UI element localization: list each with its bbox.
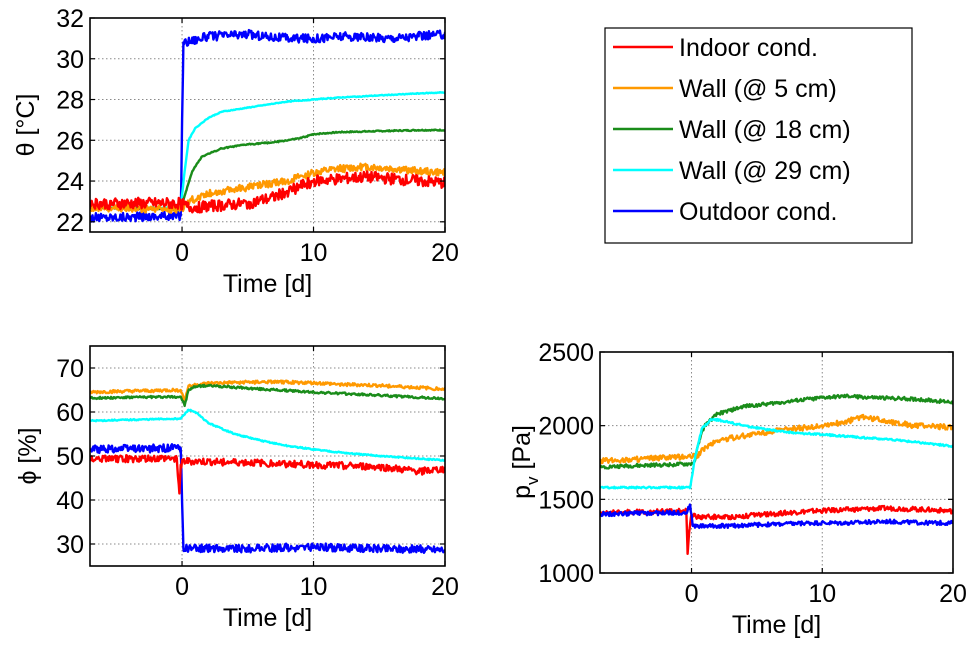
y-tick-label: 26 bbox=[56, 127, 84, 155]
legend-label-wall5: Wall (@ 5 cm) bbox=[679, 75, 837, 103]
y-tick-label: 22 bbox=[56, 209, 84, 237]
x-tick-label: 10 bbox=[808, 580, 836, 608]
x-tick-label: 20 bbox=[939, 580, 967, 608]
y-tick-label: 40 bbox=[56, 487, 84, 515]
y-tick-label: 2500 bbox=[538, 339, 594, 367]
series-line-wall5 bbox=[90, 379, 445, 403]
series-line-wall5 bbox=[90, 162, 445, 214]
relative-humidity-plot: 0 10 20 30 40 50 60 70 Time [d] ϕ [%] bbox=[14, 345, 459, 632]
y-tick-label: 30 bbox=[56, 531, 84, 559]
legend-label-indoor: Indoor cond. bbox=[679, 34, 818, 62]
axes-box bbox=[89, 17, 446, 233]
series-line-wall29 bbox=[600, 417, 953, 490]
temperature-plot: 0 10 20 22 24 26 28 30 32 Time [d] θ [°C] bbox=[12, 5, 459, 298]
series-line-outdoor bbox=[600, 503, 953, 529]
legend: Indoor cond. Wall (@ 5 cm) Wall (@ 18 cm) W… bbox=[604, 27, 913, 244]
series-line-wall29 bbox=[90, 91, 445, 210]
y-tick-label: 1500 bbox=[538, 486, 594, 514]
y-axis-label: ϕ [%] bbox=[14, 427, 42, 484]
series-line-indoor bbox=[90, 454, 445, 495]
series-group bbox=[90, 28, 445, 223]
legend-label-wall29: Wall (@ 29 cm) bbox=[679, 157, 851, 185]
y-tick-label: 70 bbox=[56, 355, 84, 383]
y-tick-label: 30 bbox=[56, 46, 84, 74]
vapour-pressure-plot: 0 10 20 1000 1500 2000 2500 Time [d] pv [Pa] bbox=[508, 339, 967, 639]
x-tick-label: 0 bbox=[175, 239, 189, 267]
y-axis-label: θ [°C] bbox=[12, 94, 40, 157]
series-line-outdoor bbox=[90, 28, 445, 223]
y-tick-label: 28 bbox=[56, 87, 84, 115]
x-axis-label: Time [d] bbox=[223, 604, 312, 632]
y-tick-label: 60 bbox=[56, 399, 84, 427]
x-axis-label: Time [d] bbox=[732, 611, 821, 639]
legend-label-wall18: Wall (@ 18 cm) bbox=[679, 116, 851, 144]
x-tick-label: 20 bbox=[431, 239, 459, 267]
series-line-indoor bbox=[90, 170, 445, 214]
legend-box bbox=[604, 27, 913, 244]
series-line-wall18 bbox=[600, 393, 953, 470]
x-tick-label: 20 bbox=[431, 573, 459, 601]
series-line-wall29 bbox=[90, 408, 445, 462]
x-tick-label: 10 bbox=[300, 573, 328, 601]
axes-box bbox=[599, 351, 954, 574]
x-tick-label: 0 bbox=[685, 580, 699, 608]
y-tick-label: 24 bbox=[56, 168, 84, 196]
legend-label-outdoor: Outdoor cond. bbox=[679, 198, 837, 226]
y-axis-label: pv [Pa] bbox=[508, 425, 542, 499]
y-tick-label: 2000 bbox=[538, 413, 594, 441]
x-axis-label: Time [d] bbox=[223, 270, 312, 298]
y-tick-label: 1000 bbox=[538, 560, 594, 588]
y-tick-label: 32 bbox=[56, 5, 84, 33]
series-group bbox=[600, 393, 953, 555]
series-group bbox=[90, 379, 445, 554]
x-tick-label: 10 bbox=[300, 239, 328, 267]
y-tick-label: 50 bbox=[56, 443, 84, 471]
series-line-wall18 bbox=[90, 383, 445, 408]
series-line-outdoor bbox=[90, 443, 445, 554]
x-tick-label: 0 bbox=[175, 573, 189, 601]
